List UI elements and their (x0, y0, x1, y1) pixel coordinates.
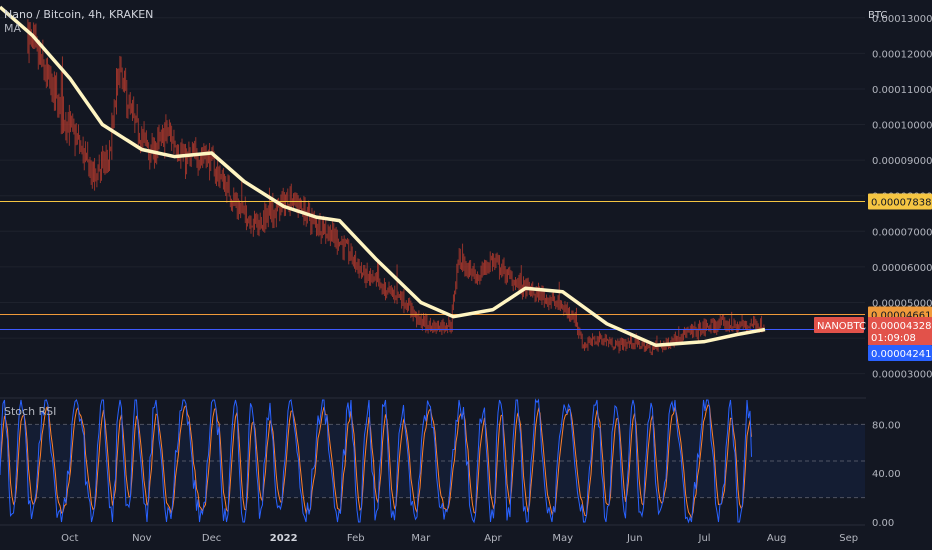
ma-value-label-bg (868, 345, 932, 361)
time-tick-label: Sep (839, 533, 858, 544)
stoch-rsi-legend[interactable]: Stoch RSI (4, 405, 57, 418)
price-candles (27, 19, 765, 356)
time-axis[interactable]: Oct Nov Dec 2022 Feb Mar Apr May Jun Jul Aug Sep (0, 524, 865, 544)
hline-value-label: 0.000078385 (871, 197, 932, 208)
last-price-label: 0.000043283 (871, 321, 932, 332)
time-tick-label: Oct (61, 533, 78, 544)
time-tick-label: Aug (767, 533, 787, 544)
ma-line[interactable] (0, 5, 766, 347)
symbol-label-bg (814, 317, 864, 333)
time-tick-label: Dec (202, 533, 221, 544)
horizontal-lines[interactable] (0, 200, 865, 330)
price-tick-label: 0.000130000 (872, 14, 932, 25)
countdown-label: 01:09:08 (871, 333, 916, 344)
stoch-tick-label: 40.00 (872, 469, 901, 480)
chart-title: Nano / Bitcoin, 4h, KRAKEN (4, 8, 154, 21)
ma-value-label: 0.000042416 (871, 349, 932, 360)
stoch-tick-label: 80.00 (872, 420, 901, 431)
time-tick-label: Feb (347, 533, 365, 544)
stoch-k-line (0, 398, 752, 524)
symbol-label: NANOBTC (817, 321, 866, 332)
time-tick-label: Mar (411, 533, 431, 544)
stoch-axis[interactable]: 0.00 40.00 80.00 (872, 420, 901, 529)
time-tick-label: Nov (132, 533, 152, 544)
ma-legend[interactable]: MA (4, 22, 22, 35)
last-price-bg (868, 317, 932, 345)
time-tick-label: Jul (698, 533, 711, 544)
price-labels: 0.000078385 0.000046612 NANOBTC 0.000043283… (814, 193, 932, 361)
time-tick-label: May (552, 533, 573, 544)
stoch-tick-label: 0.00 (872, 518, 894, 529)
hline-value-label: 0.000046612 (871, 311, 932, 322)
hline-value-label-bg (868, 193, 932, 210)
price-axis-unit: BTC (868, 10, 887, 21)
time-tick-label: Apr (484, 533, 502, 544)
time-tick-label: 2022 (270, 533, 298, 544)
time-tick-label: Jun (626, 533, 643, 544)
